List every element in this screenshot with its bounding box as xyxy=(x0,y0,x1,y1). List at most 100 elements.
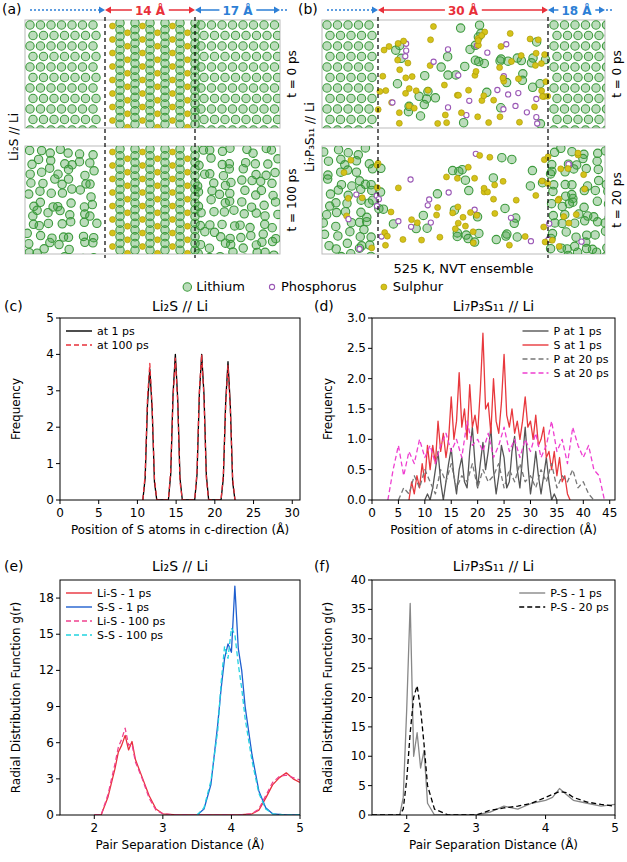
sulphur-atom xyxy=(374,185,380,191)
sulphur-atom xyxy=(533,50,539,56)
lithium-atom xyxy=(268,237,276,245)
lithium-atom xyxy=(558,219,566,227)
x-tick-label: 3 xyxy=(159,821,167,835)
lithium-atom xyxy=(247,231,255,239)
lithium-atom xyxy=(368,52,376,60)
sulphur-atom xyxy=(140,77,146,83)
y-tick xyxy=(368,609,372,610)
lithium-atom xyxy=(207,84,215,92)
lithium-atom xyxy=(67,199,75,207)
lithium-atom xyxy=(323,126,331,128)
legend-label: P at 1 ps xyxy=(553,325,601,338)
series-line xyxy=(197,628,300,815)
x-tick-label: 15 xyxy=(168,506,183,520)
phosphorus-atom xyxy=(403,54,408,59)
lithium-atom xyxy=(218,105,226,113)
phosphorus-atom xyxy=(446,190,451,195)
phosphorus-atom xyxy=(508,215,513,220)
x-tick xyxy=(300,815,301,819)
legend-swatch xyxy=(66,606,92,607)
lithium-atom xyxy=(553,31,561,39)
lithium-atom xyxy=(365,63,373,71)
lithium-atom xyxy=(263,94,271,102)
lithium-atom xyxy=(604,200,605,208)
lithium-atom xyxy=(161,120,169,128)
lithium-atom xyxy=(238,198,246,206)
lithium-atom xyxy=(580,217,588,225)
lithium-atom xyxy=(207,105,215,113)
lithium-atom xyxy=(252,115,260,123)
lithium-atom xyxy=(273,73,280,81)
lithium-atom xyxy=(354,84,362,92)
width-label: 14 Å xyxy=(135,3,166,18)
lithium-atom xyxy=(45,164,53,172)
y-tick-label: 10 xyxy=(351,749,366,763)
y-tick-label: 30 xyxy=(351,632,366,646)
lithium-atom xyxy=(60,31,68,39)
panel-letter: (a) xyxy=(2,1,22,17)
width-label: 18 Å xyxy=(561,3,592,18)
lithium-atom xyxy=(239,105,247,113)
lithium-atom xyxy=(229,248,237,254)
sulphur-atom xyxy=(444,120,450,126)
sulphur-atom xyxy=(140,176,146,182)
sulphur-atom xyxy=(481,93,487,99)
sulphur-atom xyxy=(475,38,481,44)
sulphur-atom xyxy=(125,169,131,175)
lithium-atom xyxy=(90,167,98,175)
lithium-atom xyxy=(242,31,250,39)
lithium-atom xyxy=(78,126,86,128)
lithium-atom xyxy=(257,186,265,194)
lithium-atom xyxy=(252,31,260,39)
legend-label: Li-S - 1 ps xyxy=(97,587,152,600)
lithium-atom xyxy=(260,84,268,92)
lithium-atom xyxy=(81,94,89,102)
series-line xyxy=(197,586,300,815)
phosphorus-atom xyxy=(354,192,359,197)
phosphorus-atom xyxy=(495,87,500,92)
lithium-atom xyxy=(462,231,470,239)
x-tick xyxy=(94,815,95,819)
sulphur-atom xyxy=(549,237,555,243)
arrow-head xyxy=(372,7,378,14)
lithium-atom xyxy=(249,42,257,50)
lithium-atom xyxy=(89,126,97,128)
lithium-atom xyxy=(81,238,89,246)
y-tick xyxy=(56,500,60,501)
lithium-atom xyxy=(592,248,600,254)
lithium-atom xyxy=(37,168,45,176)
sulphur-atom xyxy=(382,242,388,248)
phosphorus-atom xyxy=(408,224,413,229)
lithium-atom xyxy=(560,126,568,128)
lithium-atom xyxy=(595,73,603,81)
lithium-atom xyxy=(76,186,84,194)
chart-title: Li₂S // Li xyxy=(152,558,208,574)
x-tick-label: 5 xyxy=(296,821,304,835)
lithium-atom xyxy=(365,42,373,50)
lithium-atom xyxy=(270,42,278,50)
sulphur-atom xyxy=(155,124,161,128)
lithium-atom xyxy=(221,73,229,81)
lithium-atom xyxy=(595,94,603,102)
sulphur-atom xyxy=(170,50,176,56)
lithium-atom xyxy=(50,115,58,123)
lithium-atom xyxy=(228,126,236,128)
sulphur-atom xyxy=(110,118,116,124)
lithium-atom xyxy=(68,84,76,92)
lithium-atom xyxy=(365,126,373,128)
lithium-atom xyxy=(592,84,600,92)
lithium-atom xyxy=(553,52,561,60)
sulphur-atom xyxy=(455,92,461,98)
lithium-atom xyxy=(571,21,579,29)
lithium-atom xyxy=(503,230,511,238)
x-tick xyxy=(231,815,232,819)
sulphur-atom xyxy=(170,149,176,155)
lithium-atom xyxy=(81,171,89,179)
phosphorus-atom xyxy=(357,246,362,251)
x-tick-label: 0 xyxy=(368,506,376,520)
y-tick-label: 0 xyxy=(46,493,54,507)
lithium-atom xyxy=(71,115,79,123)
species-label: Lithium xyxy=(196,279,245,294)
phosphorus-atom xyxy=(467,98,472,103)
lithium-atom xyxy=(496,57,504,65)
